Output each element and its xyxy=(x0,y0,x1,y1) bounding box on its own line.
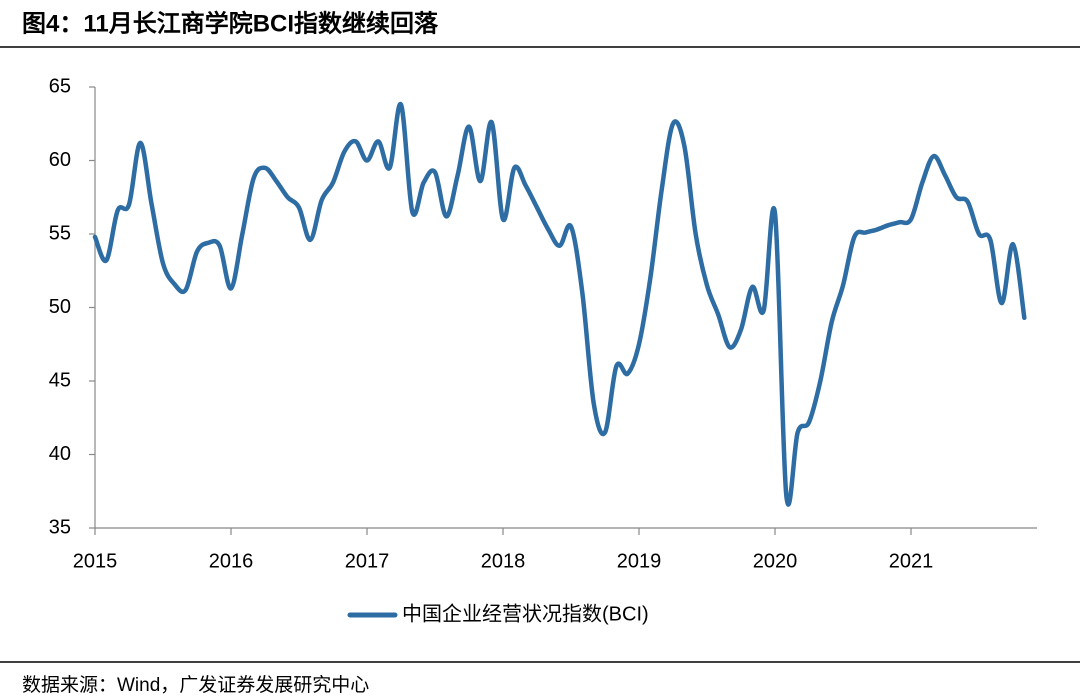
x-tick-label: 2016 xyxy=(209,550,254,572)
x-tick-label: 2019 xyxy=(617,550,662,572)
x-tick-label: 2020 xyxy=(753,550,798,572)
y-tick-label: 55 xyxy=(49,222,71,244)
y-tick-label: 60 xyxy=(49,149,71,171)
y-tick-label: 35 xyxy=(49,516,71,538)
x-tick-label: 2018 xyxy=(481,550,526,572)
y-tick-label: 65 xyxy=(49,75,71,97)
legend-label: 中国企业经营状况指数(BCI) xyxy=(402,602,649,625)
x-tick-label: 2015 xyxy=(73,550,118,572)
data-line xyxy=(92,102,1027,507)
y-tick-label: 45 xyxy=(49,369,71,391)
chart-title: 图4：11月长江商学院BCI指数继续回落 xyxy=(22,9,439,37)
x-tick-label: 2021 xyxy=(889,550,934,572)
x-tick-label: 2017 xyxy=(345,550,390,572)
source: 数据来源：Wind，广发证券发展研究中心 xyxy=(22,674,369,696)
y-tick-label: 50 xyxy=(49,296,71,318)
y-tick-label: 40 xyxy=(49,443,71,465)
